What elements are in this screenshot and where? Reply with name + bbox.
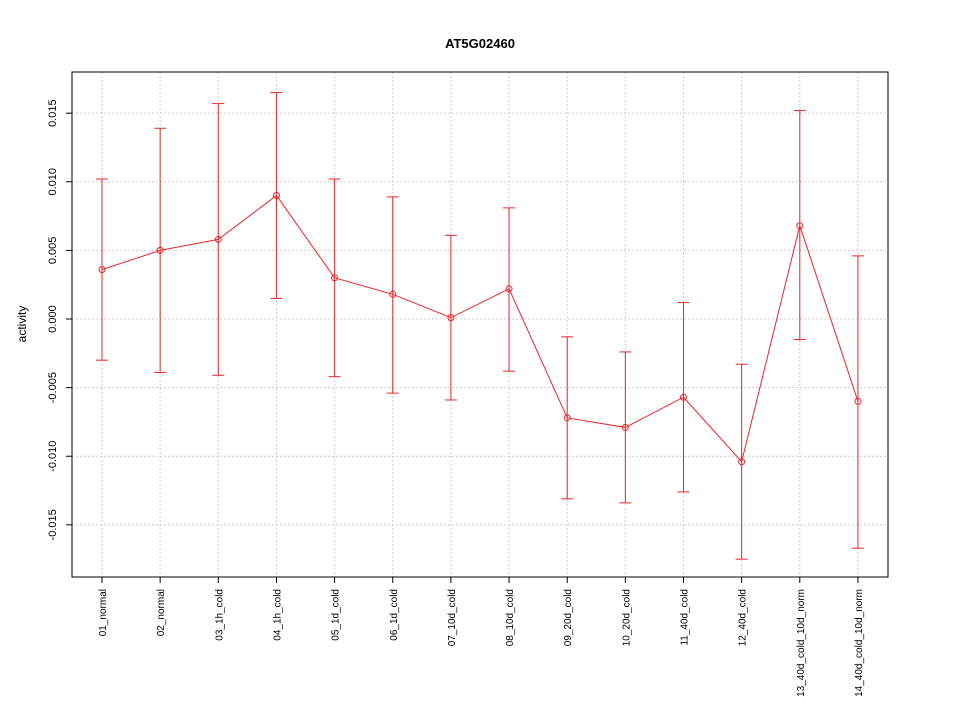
data-point	[680, 393, 687, 401]
x-tick-label: 07_10d_cold	[447, 589, 458, 646]
y-axis-label: activity	[15, 306, 29, 343]
x-tick-label: 01_normal	[98, 589, 109, 636]
data-point	[214, 235, 222, 243]
y-tick-label: 0.015	[47, 99, 59, 127]
data-point	[98, 266, 106, 274]
data-point	[621, 423, 629, 431]
y-tick-label: 0.000	[47, 305, 59, 333]
y-axis: -0.015 -0.010 -0.005 0.000 0.005 0.010 0.015	[47, 99, 72, 540]
y-tick-label: -0.010	[47, 441, 59, 472]
x-tick-label: 14_40d_cold_10d_norm	[854, 589, 865, 697]
series-line	[98, 192, 862, 466]
x-tick-label: 05_1d_cold	[331, 589, 342, 641]
x-tick-label: 03_1h_cold	[214, 589, 225, 641]
x-tick-label: 13_40d_cold_10d_norm	[796, 589, 807, 697]
data-point	[505, 285, 513, 293]
data-point	[854, 397, 862, 405]
x-tick-label: 09_20d_cold	[563, 589, 574, 646]
data-point	[389, 290, 397, 298]
data-point	[563, 414, 571, 422]
x-tick-label: 06_1d_cold	[389, 589, 400, 641]
data-point	[156, 246, 164, 254]
x-tick-label: 11_40d_cold	[680, 589, 691, 646]
y-tick-label: -0.015	[47, 509, 59, 540]
data-point	[447, 314, 455, 322]
grid-lines	[72, 72, 888, 577]
y-tick-label: 0.005	[47, 237, 59, 265]
x-tick-label: 10_20d_cold	[621, 589, 632, 646]
y-tick-label: 0.010	[47, 168, 59, 196]
data-point	[272, 192, 280, 200]
data-point	[738, 458, 746, 466]
data-point	[331, 274, 339, 282]
x-axis: 01_normal 02_normal 03_1h_cold 04_1h_cold 05…	[98, 577, 865, 697]
x-tick-label: 08_10d_cold	[505, 589, 516, 646]
x-tick-label: 02_normal	[156, 589, 167, 636]
series-polyline	[101, 194, 859, 463]
y-tick-label: -0.005	[47, 372, 59, 403]
x-tick-label: 04_1h_cold	[272, 589, 283, 641]
x-tick-label: 12_40d_cold	[738, 589, 749, 646]
data-point	[796, 222, 804, 230]
chart-title: AT5G02460	[445, 36, 515, 51]
plot-frame	[71, 71, 889, 578]
error-bars	[96, 92, 864, 560]
